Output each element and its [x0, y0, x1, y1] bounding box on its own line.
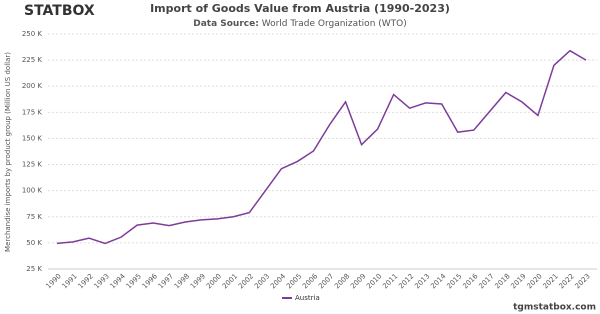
x-tick-label: 2011 [381, 272, 399, 290]
chart-title: Import of Goods Value from Austria (1990… [150, 2, 450, 15]
logo: STATBOX [24, 3, 95, 19]
y-tick-label: 200 K [22, 82, 43, 90]
x-tick-label: 2016 [461, 272, 480, 291]
y-axis-label: Merchandise imports by product group (Mi… [4, 52, 12, 252]
x-tick-label: 1994 [109, 272, 128, 291]
y-tick-label: 75 K [26, 213, 42, 221]
x-tick-label: 1998 [173, 272, 191, 290]
x-tick-label: 1999 [189, 272, 207, 290]
y-tick-label: 225 K [22, 56, 43, 64]
x-tick-label: 2015 [445, 272, 463, 290]
x-tick-label: 2008 [333, 272, 351, 290]
footer: tgmstatbox.com [513, 303, 596, 313]
legend-label: Austria [295, 294, 320, 302]
x-tick-label: 2019 [509, 272, 527, 290]
x-tick-label: 2009 [349, 272, 367, 290]
x-tick-label: 2022 [558, 272, 576, 290]
y-tick-label: 100 K [22, 187, 43, 195]
chart-subtitle: Data Source: World Trade Organization (W… [193, 19, 407, 29]
subtitle: World Trade Organization (WTO) [262, 19, 407, 29]
x-tick-label: 2020 [525, 272, 543, 290]
x-tick-label: 1992 [77, 272, 95, 290]
y-tick-label: 150 K [22, 134, 43, 142]
x-tick-label: 2000 [205, 272, 223, 290]
x-tick-label: 2003 [253, 272, 271, 290]
x-tick-label: 1997 [157, 272, 175, 290]
x-tick-label: 2018 [493, 272, 511, 290]
x-tick-label: 1991 [61, 272, 79, 290]
y-tick-label: 125 K [22, 161, 43, 169]
y-tick-label: 25 K [26, 265, 42, 273]
x-tick-label: 2013 [413, 272, 431, 290]
x-tick-label: 2021 [542, 272, 560, 290]
x-tick-label: 2001 [221, 272, 239, 290]
x-tick-label: 2004 [269, 272, 288, 291]
x-tick-label: 1993 [93, 272, 111, 290]
x-tick-label: 2002 [237, 272, 255, 290]
x-tick-label: 2005 [285, 272, 303, 290]
x-tick-label: 1990 [45, 272, 63, 290]
x-tick-label: 1995 [125, 272, 143, 290]
x-tick-label: 2023 [574, 272, 592, 290]
x-tick-label: 2007 [317, 272, 335, 290]
x-tick-label: 2017 [477, 272, 495, 290]
subtitle-label: Data Source: [193, 19, 259, 29]
x-tick-label: 2012 [397, 272, 415, 290]
y-tick-label: 250 K [22, 30, 43, 38]
y-tick-label: 175 K [22, 108, 43, 116]
data-line [56, 49, 587, 245]
x-tick-label: 2010 [365, 272, 383, 290]
x-tick-label: 2014 [429, 272, 448, 291]
x-tick-label: 1996 [141, 272, 160, 291]
y-tick-label: 50 K [26, 239, 42, 247]
x-tick-label: 2006 [301, 272, 320, 291]
